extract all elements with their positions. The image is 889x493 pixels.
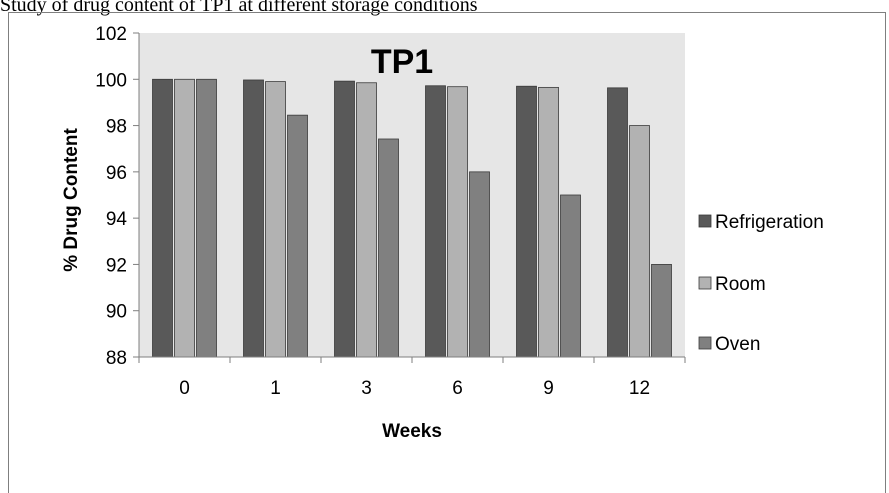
chart: 88 90 92 94 96 98 100 102 0 1 3 6 9 12 TP1 Weeks % D… [61,24,824,442]
x-tick-label: 1 [270,378,281,399]
bar-oven-week-12 [651,264,672,358]
bar-room-week-9 [538,86,559,358]
plot-area [139,33,685,357]
x-tick-label: 12 [629,378,650,399]
legend-swatch-oven [698,336,712,350]
chart-frame: 88 90 92 94 96 98 100 102 0 1 3 6 9 12 TP1 Weeks % D… [8,12,886,493]
bar-oven-week-0 [196,78,217,358]
bar-refrigeration-week-3 [334,80,355,358]
bar-oven-week-3 [378,138,399,358]
bar-refrigeration-week-0 [152,78,173,358]
y-tick-label: 94 [106,209,128,230]
bar-room-week-0 [174,78,195,358]
x-tick-label: 0 [179,378,190,399]
chart-title: TP1 [371,43,433,81]
y-tick-label: 92 [106,255,127,276]
y-tick-label: 100 [95,70,127,91]
x-tick-label: 6 [452,378,463,399]
bar-refrigeration-week-12 [607,87,628,358]
x-tick-label: 3 [361,378,372,399]
bar-room-week-3 [356,82,377,358]
bar-refrigeration-week-6 [425,85,446,358]
bar-oven-week-9 [560,194,581,358]
legend-swatch-room [698,276,712,290]
bar-room-week-6 [447,86,468,358]
bar-refrigeration-week-9 [516,85,537,358]
y-tick-label: 98 [106,117,127,138]
legend-label-oven: Oven [715,334,760,355]
legend-label-room: Room [715,274,766,295]
bars-group [152,78,672,358]
bar-room-week-12 [629,125,650,358]
bar-oven-week-6 [469,171,490,358]
x-axis-title: Weeks [382,421,442,442]
x-tick-label: 9 [543,378,554,399]
bar-refrigeration-week-1 [243,79,264,358]
legend-label-refrigeration: Refrigeration [715,212,824,233]
bar-room-week-1 [265,81,286,358]
bar-oven-week-1 [287,114,308,358]
y-tick-label: 96 [106,163,127,184]
y-axis-title: % Drug Content [61,128,82,272]
y-tick-label: 102 [95,24,127,45]
y-tick-labels: 88 90 92 94 96 98 100 102 [95,24,139,369]
y-tick-label: 88 [106,348,127,369]
x-tick-labels: 0 1 3 6 9 12 [138,357,686,399]
legend: Refrigeration Room Oven [698,212,824,355]
y-tick-label: 90 [106,302,127,323]
legend-swatch-refrigeration [698,214,712,228]
